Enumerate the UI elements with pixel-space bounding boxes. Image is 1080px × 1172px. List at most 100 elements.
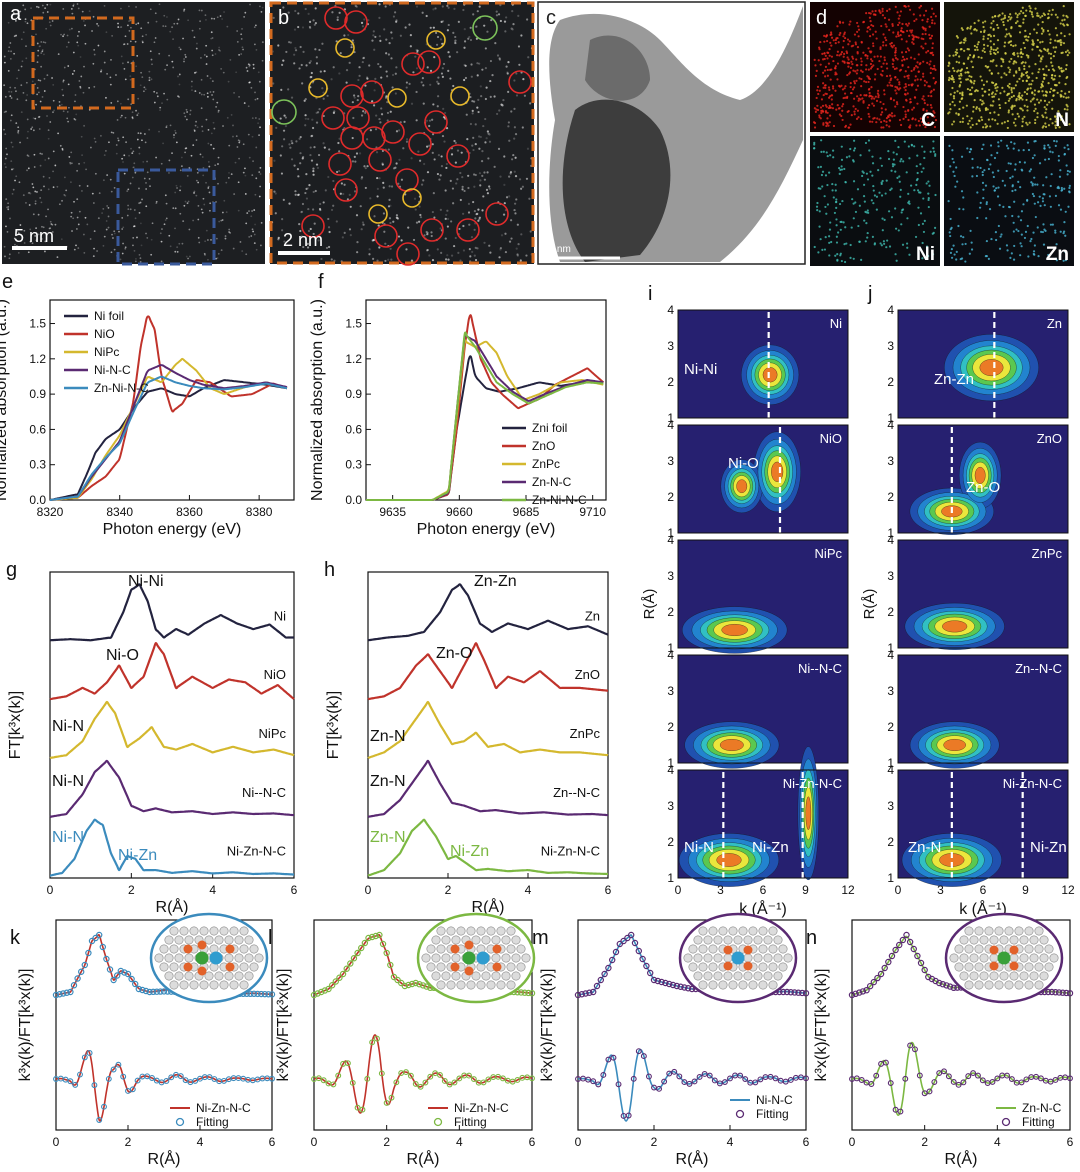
eds-signal-dot: [906, 92, 909, 95]
fit-marker: [612, 948, 620, 956]
eds-signal-dot: [1024, 14, 1027, 17]
bright-atom-dot: [366, 76, 369, 79]
bright-atom-dot: [297, 25, 300, 29]
bright-atom-dot: [474, 217, 477, 220]
eds-signal-dot: [965, 104, 968, 107]
bright-atom-dot: [258, 171, 261, 173]
bright-atom-dot: [76, 169, 79, 172]
bright-atom-dot: [367, 19, 370, 22]
bright-atom-dot: [437, 95, 440, 98]
eds-signal-dot: [1049, 205, 1052, 208]
bright-atom-dot: [352, 116, 355, 120]
bright-atom-dot: [316, 166, 320, 169]
fit-marker: [651, 1084, 657, 1091]
eds-signal-dot: [964, 242, 967, 246]
eds-signal-dot: [1048, 146, 1051, 149]
fit-marker: [906, 938, 914, 946]
eds-signal-dot: [1003, 41, 1007, 44]
eds-signal-dot: [896, 58, 899, 61]
eds-signal-dot: [1048, 90, 1052, 94]
carbon-atom: [174, 971, 184, 981]
eds-signal-dot: [891, 165, 895, 168]
bright-atom-dot: [513, 208, 516, 212]
bright-atom-dot: [308, 25, 312, 29]
eds-signal-dot: [982, 83, 985, 86]
bright-atom-dot: [186, 111, 189, 113]
bright-atom-dot: [243, 16, 246, 18]
eds-signal-dot: [842, 221, 845, 224]
eds-signal-dot: [914, 75, 917, 78]
eds-signal-dot: [969, 25, 973, 28]
eds-signal-dot: [916, 61, 919, 64]
bright-atom-dot: [467, 211, 471, 214]
eds-signal-dot: [984, 184, 988, 187]
eds-signal-dot: [922, 230, 926, 234]
eds-signal-dot: [870, 23, 873, 27]
bright-atom-dot: [151, 63, 153, 66]
carbon-atom: [451, 971, 461, 981]
bright-atom-dot: [68, 28, 71, 31]
eds-signal-dot: [908, 34, 911, 37]
bright-atom-dot: [221, 18, 224, 20]
carbon-atom: [496, 926, 506, 936]
eds-signal-dot: [853, 80, 856, 83]
eds-signal-dot: [1002, 205, 1005, 208]
bright-atom-dot: [360, 176, 364, 179]
eds-signal-dot: [991, 118, 994, 121]
bright-atom-dot: [288, 202, 291, 205]
bright-atom-dot: [184, 115, 187, 118]
carbon-atom: [466, 926, 476, 936]
fit-marker: [67, 988, 74, 996]
eds-signal-dot: [884, 23, 887, 26]
bright-atom-dot: [78, 30, 80, 33]
bright-atom-dot: [70, 151, 73, 154]
bright-atom-dot: [110, 190, 113, 193]
eds-signal-dot: [888, 8, 891, 11]
bright-atom-dot: [135, 257, 137, 260]
bright-atom-dot: [241, 46, 244, 49]
eds-signal-dot: [892, 59, 895, 62]
bright-atom-dot: [282, 198, 285, 202]
eds-signal-dot: [850, 114, 853, 117]
bright-atom-dot: [148, 76, 151, 79]
eds-signal-dot: [838, 113, 841, 116]
bright-atom-dot: [431, 133, 435, 136]
bright-atom-dot: [244, 174, 247, 177]
bright-atom-dot: [20, 38, 23, 41]
bright-atom-dot: [174, 132, 177, 134]
bright-atom-dot: [486, 130, 489, 133]
bright-atom-dot: [103, 61, 106, 64]
eds-signal-dot: [933, 64, 936, 68]
eds-signal-dot: [896, 11, 899, 14]
bright-atom-dot: [287, 88, 290, 91]
eds-signal-dot: [1045, 116, 1048, 119]
carbon-atom: [244, 935, 254, 945]
bright-atom-dot: [19, 141, 21, 144]
x-tick-label: 6: [605, 883, 612, 897]
bright-atom-dot: [372, 34, 375, 37]
y-tick-label: 3: [667, 684, 674, 698]
eds-signal-dot: [901, 208, 905, 211]
bright-atom-dot: [154, 37, 157, 39]
bright-atom-dot: [101, 212, 104, 214]
fit-marker: [124, 970, 132, 978]
carbon-atom: [481, 935, 491, 945]
carbon-atom: [219, 980, 229, 990]
eds-signal-dot: [914, 79, 917, 82]
eds-signal-dot: [843, 167, 846, 171]
eds-signal-dot: [1010, 95, 1013, 99]
eds-signal-dot: [1021, 117, 1024, 120]
bright-atom-dot: [434, 7, 437, 10]
y-tick-label: 1: [667, 526, 674, 540]
bright-atom-dot: [304, 114, 307, 117]
bright-atom-dot: [433, 56, 436, 59]
fit-marker: [624, 934, 631, 942]
fit-marker: [456, 1075, 463, 1082]
bright-atom-dot: [377, 224, 380, 227]
eds-signal-dot: [840, 168, 844, 171]
bright-atom-dot: [107, 226, 110, 229]
bright-atom-dot: [374, 128, 378, 131]
eds-signal-dot: [918, 191, 921, 194]
bright-atom-dot: [22, 4, 25, 7]
eds-signal-dot: [903, 4, 906, 8]
